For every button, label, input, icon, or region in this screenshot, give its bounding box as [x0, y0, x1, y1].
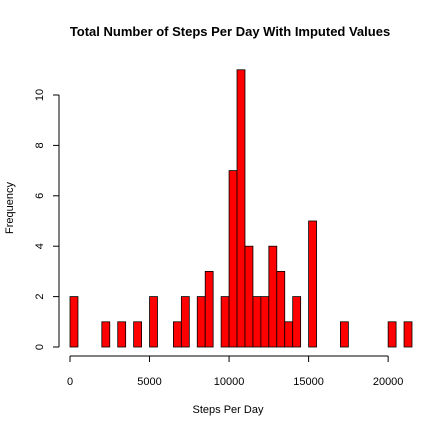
- x-tick-label: 0: [67, 376, 73, 388]
- histogram-bar: [204, 270, 214, 348]
- x-tick-label: 20000: [373, 376, 404, 388]
- histogram-bar: [387, 321, 397, 348]
- histogram-bar: [292, 296, 302, 348]
- histogram-bar: [69, 296, 79, 348]
- histogram-bar: [276, 270, 286, 348]
- y-tick-label: 2: [34, 294, 46, 300]
- y-tick-label: 10: [34, 89, 46, 101]
- histogram-bar: [220, 296, 230, 348]
- histogram-bar: [252, 296, 262, 348]
- y-tick-label: 8: [34, 142, 46, 148]
- y-tick-label: 0: [34, 344, 46, 350]
- histogram-bar: [260, 296, 270, 348]
- histogram-bar: [340, 321, 349, 348]
- histogram-bar: [236, 69, 246, 348]
- histogram-bar: [403, 321, 413, 348]
- histogram-bar: [101, 321, 111, 348]
- x-axis: 0 5000 10000 15000 20000: [67, 355, 404, 388]
- histogram-bar: [149, 296, 158, 348]
- y-axis: 0 2 4 6 8 10: [34, 89, 60, 350]
- histogram-bar: [133, 321, 142, 348]
- bars-group: [69, 69, 413, 348]
- chart-title: Total Number of Steps Per Day With Imput…: [70, 24, 390, 39]
- x-axis-label: Steps Per Day: [193, 404, 264, 416]
- histogram-bar: [268, 245, 278, 348]
- x-tick-label: 5000: [137, 376, 161, 388]
- x-tick-label: 10000: [214, 376, 245, 388]
- x-tick-label: 15000: [293, 376, 324, 388]
- histogram-bar: [172, 321, 182, 348]
- histogram-bar: [244, 245, 254, 348]
- histogram-bar: [117, 321, 127, 348]
- y-axis-label: Frequency: [4, 182, 16, 234]
- y-tick-label: 6: [34, 193, 46, 199]
- histogram-bar: [180, 296, 190, 348]
- histogram-bar: [196, 296, 206, 348]
- histogram-bar: [228, 170, 238, 348]
- y-tick-label: 4: [34, 243, 46, 249]
- histogram-bar: [308, 220, 317, 348]
- histogram-bar: [284, 321, 294, 348]
